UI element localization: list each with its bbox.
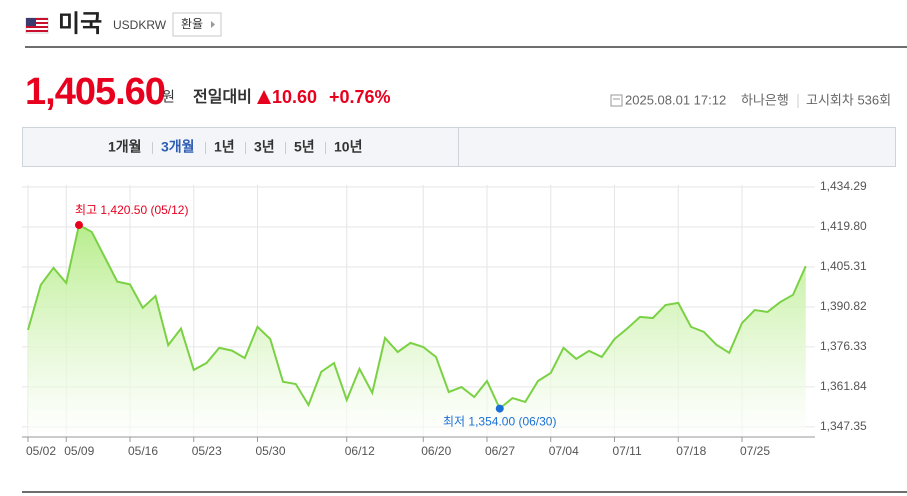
- y-tick-label: 1,434.29: [820, 179, 867, 193]
- tab[interactable]: 1개월: [108, 139, 142, 155]
- y-tick-label: 1,361.84: [820, 379, 867, 393]
- x-tick-label: 05/02: [26, 444, 56, 458]
- price: 1,405.60: [25, 71, 165, 113]
- line: [27, 223, 807, 411]
- low-point: [495, 404, 504, 413]
- y-tick-label: 1,390.82: [820, 299, 867, 313]
- area: [28, 225, 806, 437]
- high-point: [75, 221, 83, 230]
- currency-code: USDKRW: [113, 18, 167, 32]
- x-tick-label: 07/18: [676, 444, 706, 458]
- x-tick-label: 06/27: [485, 444, 515, 458]
- x-tick-label: 05/09: [64, 444, 94, 458]
- up-arrow: [257, 90, 271, 104]
- tab[interactable]: 3년: [254, 139, 275, 155]
- tab[interactable]: 1년: [214, 139, 235, 155]
- x-tick-label: 06/12: [345, 444, 375, 458]
- x-tick-label: 07/04: [549, 444, 579, 458]
- y-tick-label: 1,405.31: [820, 259, 867, 273]
- change-percent: +0.76%: [329, 87, 391, 107]
- exchange-button[interactable]: 환율: [172, 12, 222, 37]
- country-name: 미국: [58, 10, 102, 37]
- x-tick-label: 05/16: [128, 444, 158, 458]
- tabs: 1개월 3개월 1년 3년 5년 10년: [108, 139, 362, 155]
- round: 고시회차 536회: [806, 92, 891, 107]
- tab[interactable]: 10년: [334, 139, 362, 155]
- y-tick-label: 1,347.35: [820, 419, 867, 433]
- header-rule: [25, 46, 907, 48]
- price-unit: 원: [162, 89, 175, 105]
- change-label: 전일대비: [193, 88, 252, 106]
- button-label[interactable]: 환율: [181, 17, 203, 31]
- y-tick-label: 1,376.33: [820, 339, 867, 353]
- tab[interactable]: 5년: [294, 139, 315, 155]
- flag-icon: [25, 17, 49, 34]
- tab[interactable]: 3개월: [161, 139, 195, 155]
- datetime: 2025.08.01 17:12: [625, 92, 726, 107]
- change: 10.60: [272, 87, 317, 107]
- x-tick-label: 07/25: [740, 444, 770, 458]
- footer-rule: [22, 491, 907, 493]
- x-tick-label: 06/20: [421, 444, 451, 458]
- chart: 1,347.35 1,361.84 1,376.33 1,390.82 1,405.31…: [22, 179, 867, 458]
- date-icon: [610, 94, 623, 107]
- x-tick-label: 07/11: [613, 444, 642, 458]
- bank: 하나은행: [741, 92, 789, 107]
- x-tick-label: 05/23: [192, 444, 222, 458]
- x-tick-label: 05/30: [256, 444, 286, 458]
- low-label: 최저 1,354.00 (06/30): [443, 415, 556, 429]
- high-label: 최고 1,420.50 (05/12): [75, 203, 188, 217]
- y-tick-label: 1,419.80: [820, 219, 867, 233]
